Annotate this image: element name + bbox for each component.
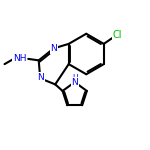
Text: Cl: Cl — [112, 30, 122, 40]
Text: N: N — [38, 73, 44, 82]
Text: N: N — [50, 44, 57, 53]
Text: H: H — [73, 74, 78, 83]
Text: NH: NH — [13, 54, 27, 63]
Text: N: N — [71, 78, 78, 87]
